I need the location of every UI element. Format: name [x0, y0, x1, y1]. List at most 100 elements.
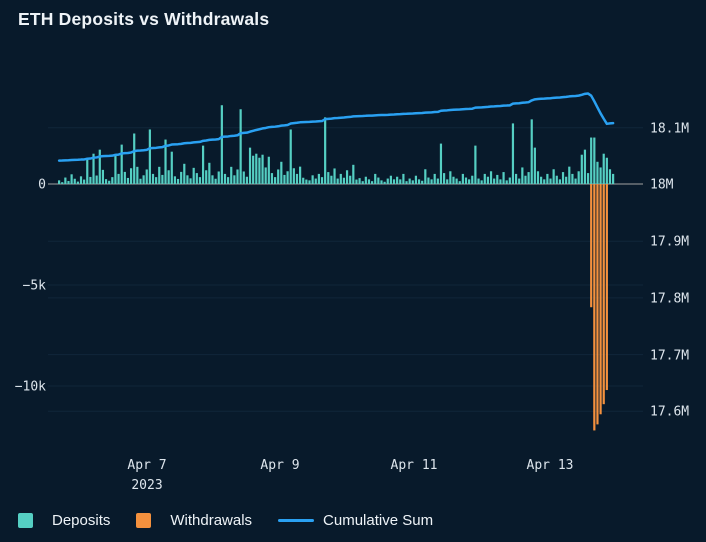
- deposit-bar[interactable]: [530, 119, 533, 184]
- deposit-bar[interactable]: [527, 172, 530, 184]
- deposit-bar[interactable]: [64, 177, 67, 184]
- deposit-bar[interactable]: [371, 181, 374, 184]
- deposit-bar[interactable]: [386, 178, 389, 184]
- deposit-bar[interactable]: [289, 129, 292, 184]
- deposit-bar[interactable]: [114, 155, 117, 184]
- deposit-bar[interactable]: [355, 179, 358, 184]
- deposit-bar[interactable]: [561, 172, 565, 184]
- deposit-bar[interactable]: [380, 180, 383, 184]
- deposit-bar[interactable]: [417, 179, 421, 184]
- deposit-bar[interactable]: [543, 179, 546, 184]
- deposit-bar[interactable]: [330, 175, 333, 184]
- deposit-bar[interactable]: [176, 178, 180, 184]
- deposit-bar[interactable]: [170, 151, 173, 184]
- deposit-bar[interactable]: [277, 169, 280, 184]
- deposit-bar[interactable]: [70, 174, 73, 184]
- deposit-bar[interactable]: [389, 175, 392, 184]
- deposit-bar[interactable]: [536, 171, 540, 184]
- deposit-bar[interactable]: [521, 167, 524, 184]
- deposit-bar[interactable]: [364, 176, 367, 184]
- deposit-bar[interactable]: [383, 181, 386, 184]
- deposit-bar[interactable]: [565, 176, 568, 184]
- deposit-bar[interactable]: [214, 178, 217, 184]
- deposit-bar[interactable]: [568, 166, 571, 184]
- deposit-bar[interactable]: [236, 169, 239, 184]
- deposit-bar[interactable]: [142, 175, 145, 184]
- deposit-bar[interactable]: [449, 171, 452, 184]
- deposit-bar[interactable]: [186, 175, 189, 184]
- deposit-bar[interactable]: [455, 178, 458, 184]
- deposit-bar[interactable]: [220, 105, 223, 184]
- deposit-bar[interactable]: [98, 149, 101, 184]
- deposit-bar[interactable]: [61, 182, 64, 184]
- deposit-bar[interactable]: [201, 145, 205, 184]
- deposit-bar[interactable]: [327, 172, 330, 184]
- deposit-bar[interactable]: [555, 175, 558, 184]
- deposit-bar[interactable]: [402, 173, 405, 184]
- deposit-bar[interactable]: [477, 178, 480, 184]
- deposit-bar[interactable]: [108, 180, 111, 184]
- deposit-bar[interactable]: [223, 173, 227, 184]
- plot-area[interactable]: 0 −5k −10k 18.1M 18M 17.9M 17.8M 17.7M 17.6M Apr …: [0, 0, 706, 500]
- deposit-bar[interactable]: [145, 169, 148, 184]
- deposit-bar[interactable]: [474, 145, 477, 184]
- deposit-bar[interactable]: [602, 153, 605, 184]
- deposit-bar[interactable]: [442, 173, 446, 184]
- deposit-bar[interactable]: [239, 109, 242, 184]
- deposit-bar[interactable]: [361, 181, 364, 184]
- deposit-bar[interactable]: [133, 133, 136, 185]
- deposit-bar[interactable]: [264, 167, 267, 184]
- deposit-bar[interactable]: [95, 175, 98, 184]
- deposit-bar[interactable]: [546, 173, 549, 184]
- deposit-bar[interactable]: [295, 173, 299, 184]
- deposit-bar[interactable]: [345, 170, 349, 184]
- deposit-bar[interactable]: [439, 143, 443, 184]
- deposit-bar[interactable]: [136, 166, 139, 184]
- deposit-bar[interactable]: [89, 176, 92, 184]
- deposit-bar[interactable]: [123, 171, 126, 184]
- deposit-bar[interactable]: [461, 173, 464, 184]
- withdrawal-bar[interactable]: [590, 184, 593, 308]
- deposit-bar[interactable]: [580, 154, 583, 184]
- deposit-bar[interactable]: [493, 178, 496, 184]
- deposit-bar[interactable]: [305, 179, 308, 184]
- deposit-bar[interactable]: [189, 178, 192, 184]
- deposit-bar[interactable]: [342, 177, 346, 184]
- deposit-bar[interactable]: [436, 178, 439, 184]
- deposit-bar[interactable]: [339, 173, 342, 184]
- deposit-bar[interactable]: [120, 144, 123, 184]
- withdrawal-bar[interactable]: [605, 184, 608, 391]
- deposit-bar[interactable]: [405, 181, 408, 184]
- deposit-bar[interactable]: [508, 177, 511, 184]
- deposit-bar[interactable]: [299, 166, 302, 184]
- deposit-bar[interactable]: [496, 174, 499, 184]
- deposit-bar[interactable]: [540, 176, 543, 184]
- deposit-bar[interactable]: [83, 179, 86, 184]
- deposit-bar[interactable]: [292, 168, 295, 184]
- deposit-bar[interactable]: [258, 157, 261, 184]
- deposit-bar[interactable]: [173, 176, 177, 184]
- deposit-bar[interactable]: [605, 157, 608, 184]
- deposit-bar[interactable]: [76, 181, 79, 184]
- deposit-bar[interactable]: [205, 170, 208, 184]
- deposit-bar[interactable]: [302, 177, 305, 184]
- deposit-bar[interactable]: [286, 171, 289, 184]
- deposit-bar[interactable]: [283, 174, 286, 184]
- deposit-bar[interactable]: [471, 175, 474, 184]
- deposit-bar[interactable]: [161, 174, 164, 184]
- deposit-bar[interactable]: [446, 179, 449, 184]
- deposit-bar[interactable]: [86, 158, 89, 184]
- deposit-bar[interactable]: [183, 163, 186, 184]
- deposit-bar[interactable]: [408, 178, 411, 184]
- deposit-bar[interactable]: [352, 164, 355, 184]
- deposit-bar[interactable]: [195, 173, 198, 184]
- withdrawal-bar[interactable]: [602, 184, 605, 405]
- deposit-bar[interactable]: [67, 180, 70, 184]
- deposit-bar[interactable]: [358, 178, 361, 184]
- deposit-bar[interactable]: [217, 171, 220, 184]
- deposit-bar[interactable]: [427, 177, 430, 184]
- deposit-bar[interactable]: [608, 169, 612, 184]
- deposit-bar[interactable]: [396, 176, 399, 184]
- deposit-bar[interactable]: [111, 177, 114, 184]
- deposit-bar[interactable]: [117, 173, 120, 184]
